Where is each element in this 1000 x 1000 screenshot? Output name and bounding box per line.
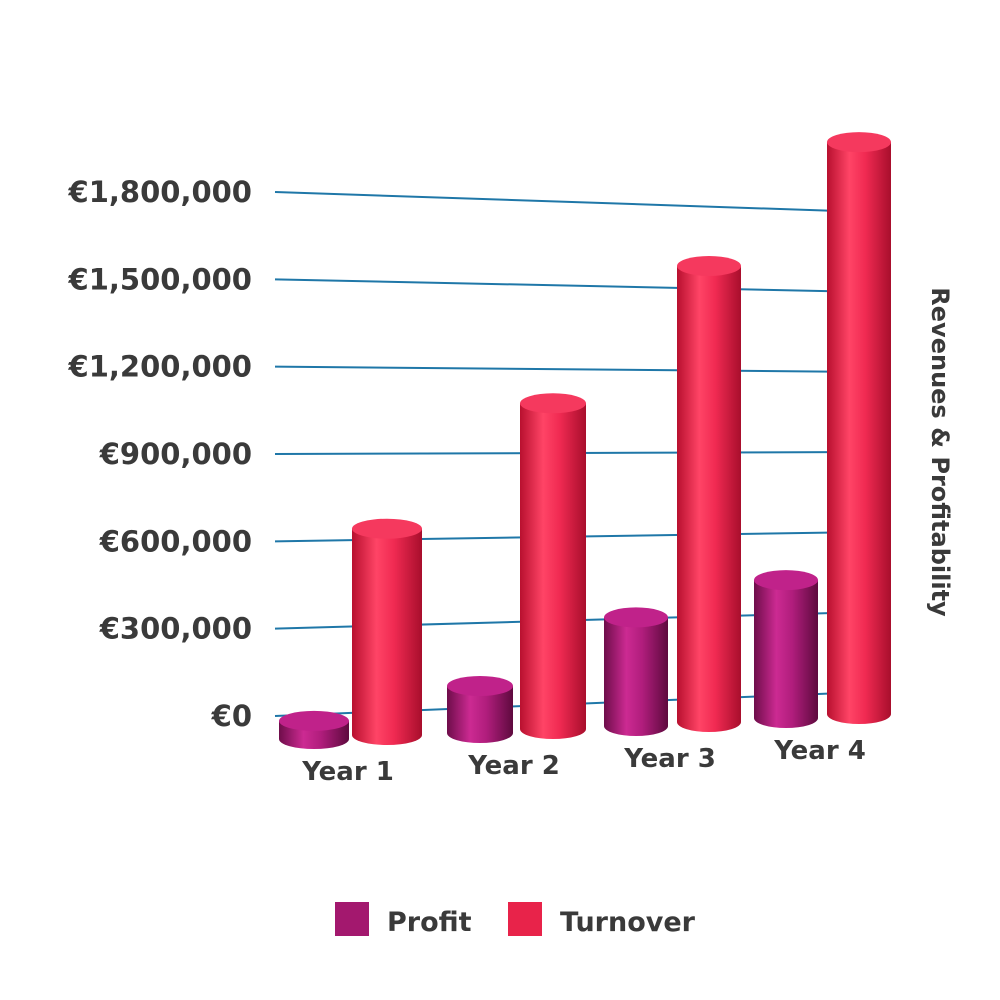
x-tick-label: Year 3 [623, 744, 716, 774]
bar-body [827, 142, 891, 724]
y-tick-label: €600,000 [99, 524, 252, 558]
legend: Profit Turnover [335, 902, 696, 938]
x-tick-label: Year 2 [467, 751, 560, 781]
bars [279, 132, 891, 749]
bar-turnover [677, 255, 741, 732]
bar-body [520, 403, 586, 739]
y-tick-label: €1,800,000 [68, 175, 252, 209]
grid-line [274, 191, 869, 213]
bar-top [352, 518, 422, 539]
bar-body [677, 265, 741, 732]
bar-body [604, 617, 668, 736]
bar-top [604, 607, 668, 628]
bar-top [520, 393, 586, 414]
bar-top [279, 710, 349, 731]
bar-top [677, 255, 741, 276]
bar-turnover [352, 518, 422, 745]
bar-profit [604, 607, 668, 736]
legend-swatch-turnover [508, 902, 542, 936]
grid-line [274, 278, 869, 293]
y-tick-label: €1,500,000 [68, 262, 252, 296]
x-axis: Year 1 Year 2 Year 3 Year 4 [301, 736, 866, 787]
x-tick-label: Year 4 [773, 736, 866, 766]
y-tick-label: €0 [211, 699, 252, 733]
bar-body [352, 528, 422, 745]
y-axis: €0 €300,000 €600,000 €900,000 €1,200,000 €1,5… [68, 175, 252, 733]
legend-label-turnover: Turnover [560, 907, 696, 938]
y-tick-label: €1,200,000 [68, 350, 252, 384]
bar-profit [279, 710, 349, 749]
bar-turnover [827, 132, 891, 724]
bar-top [827, 132, 891, 153]
grid-line [274, 365, 869, 373]
y-axis-title: Revenues & Profitability [926, 287, 954, 617]
legend-swatch-profit [335, 902, 369, 936]
y-tick-label: €300,000 [99, 612, 252, 646]
x-tick-label: Year 1 [301, 757, 394, 787]
bar-top [754, 570, 818, 591]
bar-body [447, 685, 513, 743]
bar-top [447, 675, 513, 696]
bar-profit [447, 675, 513, 743]
legend-label-profit: Profit [387, 907, 472, 938]
bar-profit [754, 570, 818, 728]
y-tick-label: €900,000 [99, 437, 252, 471]
bar-body [754, 580, 818, 728]
bar-turnover [520, 393, 586, 739]
